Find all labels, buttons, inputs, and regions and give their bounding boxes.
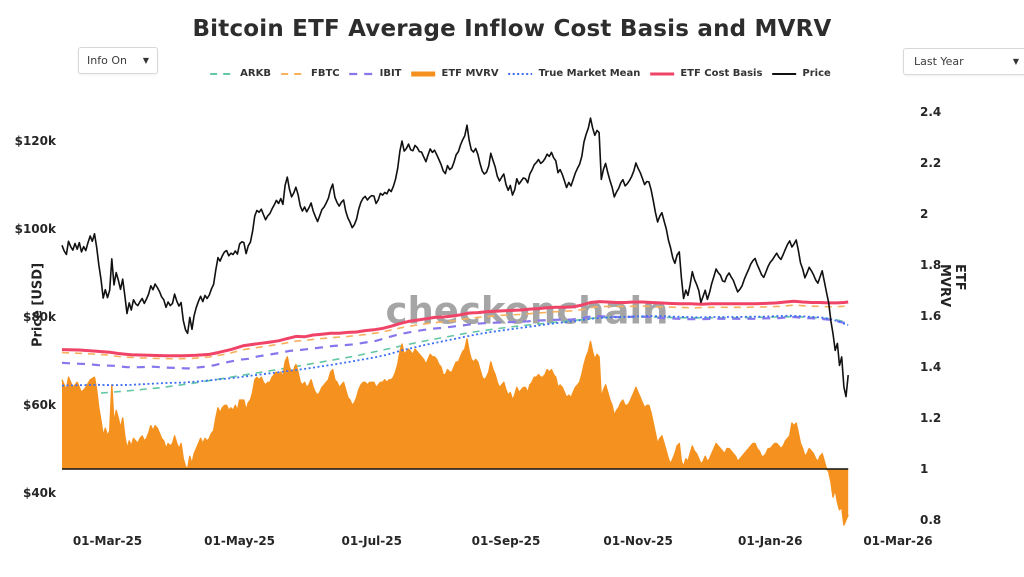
legend-swatch-price [772,72,797,75]
price-tick-label: $40k [23,486,57,500]
legend-swatch-fbtc [280,72,305,75]
chevron-down-icon: ▼ [1012,56,1019,66]
page-title: Bitcoin ETF Average Inflow Cost Basis an… [192,16,832,42]
chart-legend: ARKB FBTC IBIT ETF MVRV True Market Mean ETF … [209,68,831,79]
legend-label-ibit: IBIT [379,68,402,79]
price-tick-label: $80k [23,310,57,324]
price-tick-label: $60k [23,398,57,412]
legend-swatch-arkb [210,72,235,75]
legend-label-true-market-mean: True Market Mean [538,68,641,79]
fbtc-line [61,304,849,360]
legend-swatch-etf-mvrv [411,71,436,76]
date-tick-label: 01-May-25 [204,534,275,548]
price-tick-label: $120k [15,134,57,148]
mvrv-tick-label: 2 [920,207,928,221]
chevron-down-icon: ▼ [142,55,149,65]
date-tick-label: 01-Mar-26 [863,534,932,548]
timeframe-dropdown[interactable]: Last Year ▼ [903,48,1024,75]
legend-swatch-true-market-mean [508,72,533,75]
legend-label-price: Price [802,68,831,79]
legend-swatch-etf-cost-basis [650,72,675,75]
legend-label-arkb: ARKB [240,68,271,79]
etf-cost-basis-line [61,299,849,358]
legend-item-fbtc[interactable]: FBTC [280,68,340,79]
legend-item-etf-mvrv[interactable]: ETF MVRV [411,68,499,79]
mvrv-tick-label: 2.4 [920,105,941,119]
legend-label-fbtc: FBTC [310,68,340,79]
mvrv-tick-label: 1.6 [920,309,941,323]
legend-swatch-ibit [349,72,374,75]
date-tick-label: 01-Nov-25 [603,534,672,548]
legend-item-price[interactable]: Price [771,68,831,79]
mvrv-tick-label: 1.2 [920,411,941,425]
legend-label-etf-cost-basis: ETF Cost Basis [680,68,763,79]
info-dropdown[interactable]: Info On ▼ [78,47,158,74]
etf-mvrv-area [62,338,849,526]
legend-label-etf-mvrv: ETF MVRV [441,68,499,79]
ibit-line [61,315,849,370]
date-tick-label: 01-Jan-26 [738,534,802,548]
price-tick-label: $100k [15,222,57,236]
date-tick-label: 01-Mar-25 [73,534,142,548]
date-tick-label: 01-Jul-25 [341,534,401,548]
legend-item-ibit[interactable]: IBIT [349,68,402,79]
legend-item-true-market-mean[interactable]: True Market Mean [508,68,641,79]
mvrv-tick-label: 1 [920,462,928,476]
legend-item-arkb[interactable]: ARKB [209,68,271,79]
legend-item-etf-cost-basis[interactable]: ETF Cost Basis [649,68,762,79]
info-dropdown-label: Info On [87,54,127,67]
mvrv-tick-label: 0.8 [920,513,941,527]
date-tick-label: 01-Sep-25 [472,534,541,548]
mvrv-tick-label: 2.2 [920,156,941,170]
mvrv-tick-label: 1.8 [920,258,941,272]
timeframe-dropdown-value: Last Year [914,55,964,68]
mvrv-tick-label: 1.4 [920,360,941,374]
price-line [61,117,849,398]
etf-mvrv-line [61,338,849,526]
